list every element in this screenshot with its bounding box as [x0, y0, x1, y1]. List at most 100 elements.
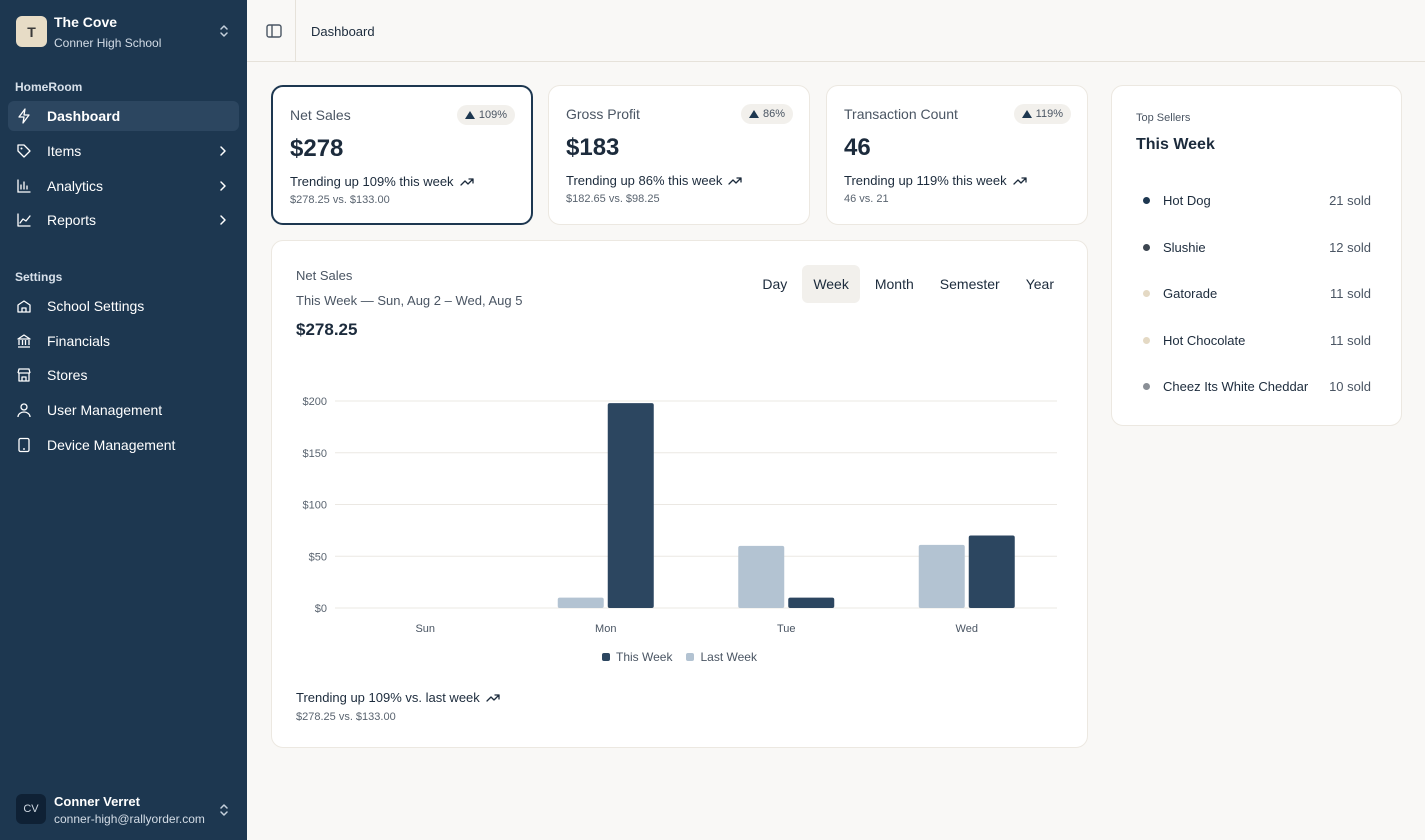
list-item: Cheez Its White Cheddar 10 sold	[1136, 374, 1379, 398]
breadcrumb: Dashboard	[311, 24, 375, 39]
dot-icon	[1143, 289, 1150, 297]
badge-value: 86%	[762, 108, 785, 120]
chart-card-subtitle: This Week — Sun, Aug 2 – Wed, Aug 5	[296, 293, 523, 308]
stat-compare: $278.25 vs. $133.00	[290, 194, 390, 206]
sidebar-item-analytics[interactable]: Analytics	[8, 171, 239, 201]
triangle-up-icon	[748, 110, 759, 118]
sidebar-item-label: Financials	[47, 333, 111, 349]
y-tick-label: $100	[303, 500, 327, 512]
user-menu[interactable]: CV Conner Verret conner-high@rallyorder.…	[16, 790, 236, 830]
legend-item-last-week: Last Week	[686, 650, 757, 664]
status-badge: 86%	[740, 104, 793, 124]
seller-name: Hot Chocolate	[1163, 332, 1246, 348]
org-switcher[interactable]: T The Cove Conner High School	[16, 14, 236, 50]
seller-count: 21 sold	[1329, 192, 1371, 208]
user-icon	[17, 403, 31, 418]
chevron-updown-icon	[220, 25, 228, 37]
seller-count: 10 sold	[1329, 378, 1371, 394]
list-item: Hot Chocolate 11 sold	[1136, 328, 1379, 352]
sidebar-item-stores[interactable]: Stores	[8, 360, 239, 390]
top-sellers-title: This Week	[1136, 136, 1215, 153]
dot-icon	[1143, 196, 1150, 204]
bar-last-week	[738, 545, 785, 608]
legend-label: This Week	[616, 650, 673, 664]
stat-trend-text: Trending up 86% this week	[566, 173, 723, 188]
seller-name: Cheez Its White Cheddar	[1163, 378, 1309, 394]
trending-up-icon	[486, 693, 500, 702]
header-divider	[295, 0, 296, 62]
user-name: Conner Verret	[54, 794, 140, 809]
badge-value: 119%	[1035, 108, 1063, 120]
tab-semester[interactable]: Semester	[939, 276, 1000, 292]
bar-last-week	[918, 544, 965, 608]
trending-up-icon	[728, 176, 742, 185]
stat-label: Net Sales	[290, 107, 351, 123]
seller-count: 11 sold	[1330, 285, 1371, 301]
list-item: Hot Dog 21 sold	[1136, 188, 1379, 212]
top-sellers-label: Top Sellers	[1136, 112, 1191, 124]
chart-trend-text: Trending up 109% vs. last week	[296, 690, 480, 705]
tab-day[interactable]: Day	[762, 276, 788, 292]
stat-trend: Trending up 86% this week	[566, 173, 742, 188]
sidebar-item-items[interactable]: Items	[8, 136, 239, 166]
sidebar-item-reports[interactable]: Reports	[8, 205, 239, 235]
chart-card-total: $278.25	[296, 320, 358, 339]
school-icon	[17, 300, 31, 313]
tab-year[interactable]: Year	[1025, 276, 1054, 292]
stat-card-net-sales[interactable]: Net Sales 109% $278 Trending up 109% thi…	[271, 85, 533, 225]
trending-up-icon	[1012, 176, 1027, 185]
line-chart-icon	[17, 213, 31, 227]
x-tick-label: Wed	[956, 623, 978, 635]
sidebar-item-label: Dashboard	[47, 108, 121, 124]
sidebar-item-school-settings[interactable]: School Settings	[8, 291, 239, 321]
tab-month[interactable]: Month	[874, 276, 914, 292]
legend-label: Last Week	[700, 650, 757, 664]
seller-count: 12 sold	[1329, 239, 1371, 255]
sidebar-item-label: Device Management	[47, 437, 176, 453]
sidebar-toggle-icon[interactable]	[265, 22, 283, 40]
org-school: Conner High School	[54, 36, 162, 50]
stat-card-gross-profit[interactable]: Gross Profit 86% $183 Trending up 86% th…	[548, 85, 810, 225]
dot-icon	[1143, 336, 1150, 344]
sidebar-item-financials[interactable]: Financials	[8, 326, 239, 356]
y-tick-label: $50	[309, 551, 327, 563]
stat-card-transaction-count[interactable]: Transaction Count 119% 46 Trending up 11…	[826, 85, 1088, 225]
stat-trend-text: Trending up 109% this week	[290, 174, 454, 189]
bolt-icon	[18, 108, 30, 124]
sidebar-item-label: Reports	[47, 212, 97, 228]
legend-swatch	[686, 653, 695, 661]
stat-trend: Trending up 109% this week	[290, 174, 474, 189]
stat-compare: $182.65 vs. $98.25	[566, 193, 660, 205]
chevron-right-icon	[220, 215, 226, 225]
stat-compare: 46 vs. 21	[844, 193, 889, 205]
sidebar-item-label: Stores	[47, 367, 88, 383]
period-tabs: Day Week Month Semester Year	[751, 265, 1065, 303]
sidebar-item-label: Items	[47, 143, 82, 159]
y-tick-label: $0	[315, 603, 327, 615]
chevron-right-icon	[220, 146, 226, 156]
net-sales-chart-card: Net Sales This Week — Sun, Aug 2 – Wed, …	[271, 240, 1088, 748]
sidebar-item-label: Analytics	[47, 178, 104, 194]
stat-value: $278	[290, 135, 344, 162]
status-badge: 119%	[1013, 104, 1071, 124]
y-tick-label: $200	[303, 396, 327, 408]
stat-label: Gross Profit	[566, 106, 640, 122]
chart-legend: This Week Last Week	[272, 650, 1087, 664]
sidebar-item-user-management[interactable]: User Management	[8, 395, 239, 425]
stat-trend: Trending up 119% this week	[844, 173, 1027, 188]
stat-label: Transaction Count	[844, 106, 958, 122]
legend-item-this-week: This Week	[602, 650, 672, 664]
section-settings: Settings	[15, 270, 63, 284]
section-homeroom: HomeRoom	[15, 80, 83, 94]
sidebar-item-label: User Management	[47, 402, 163, 418]
sidebar: T The Cove Conner High School HomeRoom D…	[0, 0, 247, 840]
sidebar-item-dashboard[interactable]: Dashboard	[8, 101, 239, 131]
stat-trend-text: Trending up 119% this week	[844, 173, 1007, 188]
store-icon	[17, 368, 31, 382]
top-header: Dashboard	[247, 0, 1425, 62]
tab-week[interactable]: Week	[802, 265, 860, 303]
chart-card-title: Net Sales	[296, 268, 353, 283]
top-sellers-card: Top Sellers This Week Hot Dog 21 sold Slu…	[1111, 85, 1402, 426]
sidebar-item-device-management[interactable]: Device Management	[8, 430, 239, 460]
dot-icon	[1143, 243, 1150, 251]
